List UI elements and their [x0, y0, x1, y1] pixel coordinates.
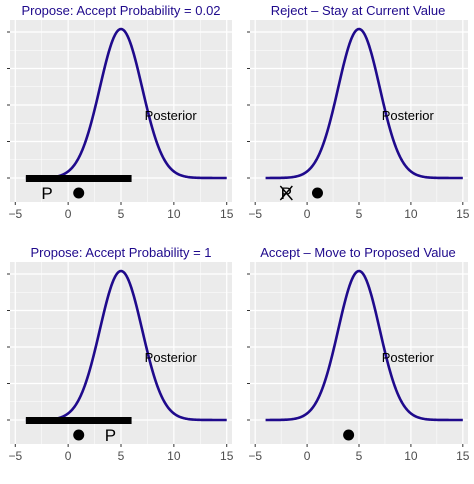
curve-label: Posterior	[145, 350, 198, 365]
current-value-dot	[73, 187, 85, 199]
x-tick-label: 10	[404, 449, 418, 463]
x-tick-label: 15	[220, 449, 234, 463]
x-tick-label: 0	[65, 449, 72, 463]
x-tick-label: 10	[167, 207, 181, 221]
propose-accept-002-title: Propose: Accept Probability = 0.02	[21, 3, 220, 18]
current-value-dot	[343, 429, 355, 441]
x-tick-label: 15	[220, 207, 234, 221]
x-tick-label: −5	[248, 449, 262, 463]
reject-title: Reject – Stay at Current Value	[271, 3, 446, 18]
proposal-marker: P	[41, 184, 52, 203]
accept-title: Accept – Move to Proposed Value	[260, 245, 456, 260]
proposal-range-bar	[25, 417, 132, 424]
propose-accept-1-title: Propose: Accept Probability = 1	[30, 245, 211, 260]
x-tick-label: 15	[456, 207, 470, 221]
posterior-curve	[265, 269, 463, 422]
panel-4: Accept – Move to Proposed Value −5 0 5 10 15 P…	[247, 245, 470, 463]
x-tick-label: 0	[304, 449, 311, 463]
x-tick-label: 5	[118, 207, 125, 221]
panel-3: Propose: Accept Probability = 1 −5 0 5 10 15 P…	[7, 245, 234, 463]
proposal-range-bar	[25, 175, 132, 182]
x-tick-label: 5	[356, 207, 363, 221]
x-tick-label: −5	[248, 207, 262, 221]
current-value-dot	[311, 187, 323, 199]
posterior-curve	[265, 27, 463, 180]
current-value-dot	[73, 429, 85, 441]
curve-label: Posterior	[382, 350, 435, 365]
x-tick-label: −5	[8, 449, 22, 463]
x-tick-label: 15	[456, 449, 470, 463]
x-tick-label: 5	[118, 449, 125, 463]
x-tick-label: 10	[404, 207, 418, 221]
proposal-marker: P	[105, 426, 116, 445]
curve-label: Posterior	[382, 108, 435, 123]
panel-2: Reject – Stay at Current Value −5 0 5 10 15 Po…	[247, 3, 470, 221]
x-tick-label: 10	[167, 449, 181, 463]
x-tick-label: −5	[8, 207, 22, 221]
panel-1: Propose: Accept Probability = 0.02 −5 0 5 10…	[7, 3, 234, 221]
reject-cross	[279, 185, 293, 201]
x-tick-label: 0	[304, 207, 311, 221]
x-tick-label: 0	[65, 207, 72, 221]
x-tick-label: 5	[356, 449, 363, 463]
curve-label: Posterior	[145, 108, 198, 123]
